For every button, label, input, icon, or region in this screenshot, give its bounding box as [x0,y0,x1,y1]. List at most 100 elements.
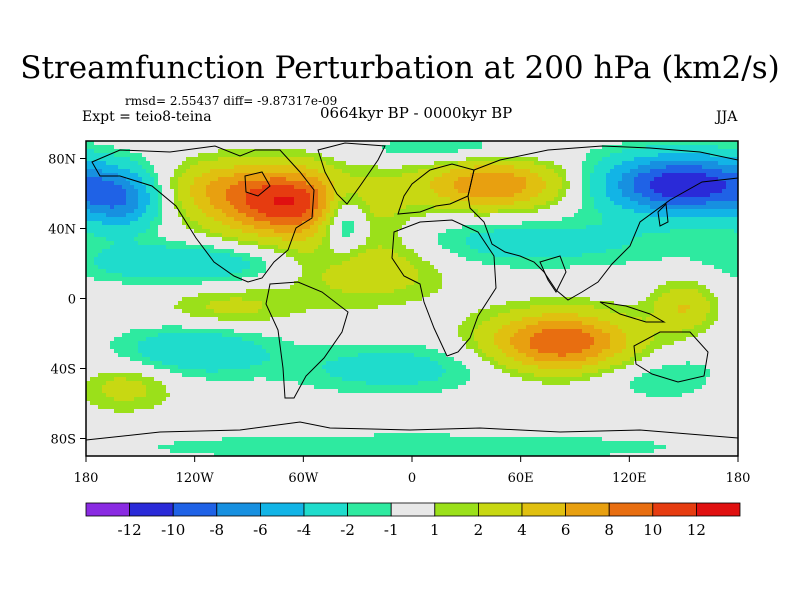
field-cell [218,261,222,265]
field-cell [282,417,286,421]
field-cell [246,333,250,337]
field-cell [234,233,238,237]
field-cell [94,197,98,201]
field-cell [330,337,334,341]
field-cell [206,201,210,205]
field-cell [322,401,326,405]
field-cell [198,249,202,253]
field-cell [162,157,166,161]
field-cell [126,285,130,289]
field-cell [294,157,298,161]
field-cell [326,205,330,209]
field-cell [198,373,202,377]
field-cell [194,197,198,201]
field-cell [326,325,330,329]
field-cell [242,141,246,145]
field-cell [126,233,130,237]
field-cell [246,365,250,369]
field-cell [126,317,130,321]
field-cell [194,309,198,313]
field-cell [154,249,158,253]
field-cell [134,325,138,329]
field-cell [126,305,130,309]
field-cell [294,337,298,341]
field-cell [230,305,234,309]
field-cell [230,405,234,409]
field-cell [270,325,274,329]
field-cell [250,153,254,157]
field-cell [130,281,134,285]
field-cell [222,329,226,333]
field-cell [182,253,186,257]
field-cell [158,333,162,337]
field-cell [102,413,106,417]
field-cell [118,433,122,437]
field-cell [102,345,106,349]
field-cell [202,353,206,357]
field-cell [110,441,114,445]
field-cell [258,261,262,265]
field-cell [94,177,98,181]
field-cell [182,305,186,309]
field-cell [334,249,338,253]
field-cell [218,173,222,177]
field-cell [194,169,198,173]
field-cell [102,301,106,305]
field-cell [190,389,194,393]
field-cell [250,193,254,197]
field-cell [118,253,122,257]
field-cell [274,213,278,217]
field-cell [290,257,294,261]
field-cell [330,393,334,397]
field-cell [122,337,126,341]
field-cell [146,421,150,425]
field-cell [166,169,170,173]
field-cell [290,393,294,397]
field-cell [302,257,306,261]
field-cell [134,393,138,397]
field-cell [282,173,286,177]
field-cell [226,397,230,401]
field-cell [154,453,158,456]
field-cell [102,285,106,289]
field-cell [322,237,326,241]
field-cell [250,321,254,325]
field-cell [226,221,230,225]
field-cell [110,309,114,313]
field-cell [178,361,182,365]
field-cell [134,341,138,345]
field-cell [310,325,314,329]
field-cell [110,201,114,205]
field-cell [266,173,270,177]
field-cell [86,237,90,241]
field-cell [182,445,186,449]
field-cell [314,293,318,297]
field-cell [222,349,226,353]
field-cell [170,329,174,333]
field-cell [94,313,98,317]
field-cell [270,409,274,413]
field-cell [170,153,174,157]
field-cell [242,385,246,389]
field-cell [310,233,314,237]
field-cell [102,165,106,169]
field-cell [290,145,294,149]
field-cell [290,241,294,245]
field-cell [234,157,238,161]
field-cell [166,333,170,337]
field-cell [322,209,326,213]
field-cell [114,217,118,221]
field-cell [90,325,94,329]
field-cell [162,417,166,421]
field-cell [146,229,150,233]
field-cell [290,209,294,213]
field-cell [110,413,114,417]
field-cell [266,417,270,421]
field-cell [98,273,102,277]
field-cell [254,197,258,201]
field-cell [310,313,314,317]
field-cell [142,437,146,441]
field-cell [166,201,170,205]
field-cell [314,197,318,201]
field-cell [254,421,258,425]
